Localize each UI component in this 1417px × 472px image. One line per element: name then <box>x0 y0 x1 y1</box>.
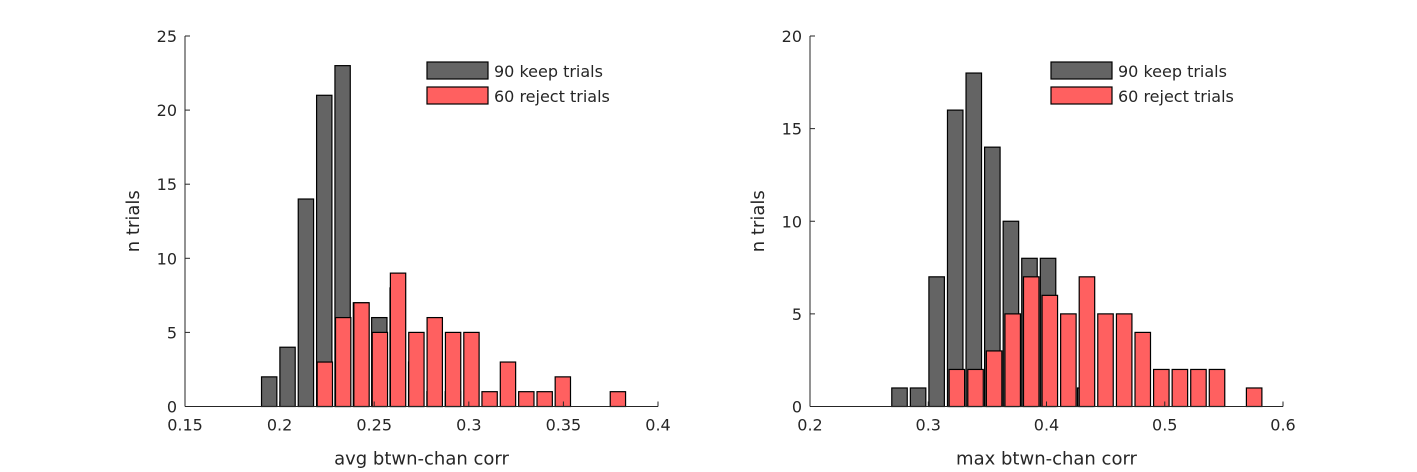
x-tick-label: 0.2 <box>797 416 822 435</box>
y-tick-label: 10 <box>157 249 177 268</box>
x-axis-label: max btwn-chan corr <box>956 449 1138 470</box>
bar <box>946 109 964 408</box>
bar <box>353 302 370 408</box>
bar <box>1097 313 1114 408</box>
legend-swatch <box>1050 86 1113 105</box>
legend-label: 60 reject trials <box>494 87 610 106</box>
x-tick-label: 0.3 <box>916 416 941 435</box>
legend-label: 60 reject trials <box>1118 87 1234 106</box>
histogram-avg-corr: 0.15 0.2 0.25 0.3 0.35 0.4 0 5 10 15 20 25 avg btwn-… <box>123 27 671 470</box>
bar <box>1171 368 1189 408</box>
bar <box>985 350 1003 408</box>
bar <box>408 331 425 408</box>
bar <box>389 272 407 408</box>
bar <box>1115 313 1133 408</box>
bar <box>1208 368 1226 408</box>
y-tick-label: 5 <box>167 323 177 342</box>
y-tick-label: 0 <box>792 398 802 417</box>
bar <box>1078 276 1096 408</box>
legend-label: 90 keep trials <box>1118 62 1227 81</box>
bar <box>279 346 296 408</box>
histogram-max-corr: 0.2 0.3 0.4 0.5 0.6 0 5 10 15 20 max btwn-chan cor… <box>748 27 1296 470</box>
bar <box>536 391 553 408</box>
x-tick-label: 0.3 <box>456 416 481 435</box>
bar <box>260 376 278 408</box>
legend-swatch <box>426 86 489 105</box>
bar <box>967 368 984 408</box>
bar <box>481 391 498 408</box>
bar <box>1041 294 1059 408</box>
x-tick-label: 0.35 <box>546 416 582 435</box>
x-tick-label: 0.15 <box>167 416 203 435</box>
bar <box>1152 368 1170 408</box>
y-axis-label: n trials <box>123 190 144 252</box>
x-axis-label: avg btwn-chan corr <box>334 449 509 470</box>
bar <box>426 316 444 408</box>
x-tick-label: 0.6 <box>1270 416 1295 435</box>
bar <box>316 361 334 408</box>
bar <box>891 387 908 408</box>
x-tick-label: 0.25 <box>356 416 392 435</box>
bar <box>1060 313 1077 408</box>
bar <box>463 331 480 408</box>
x-tick-label: 0.4 <box>1034 416 1059 435</box>
y-tick-label: 5 <box>792 305 802 324</box>
y-tick-label: 15 <box>157 175 177 194</box>
bar <box>315 94 333 408</box>
bar <box>444 331 462 408</box>
y-tick-label: 10 <box>782 212 802 231</box>
x-tick-label: 0.5 <box>1152 416 1177 435</box>
bar <box>518 391 535 408</box>
bar <box>928 276 945 408</box>
y-tick-label: 25 <box>157 27 177 46</box>
y-axis-label: n trials <box>748 190 769 252</box>
legend-swatch <box>1050 61 1113 80</box>
y-tick-label: 20 <box>157 101 177 120</box>
bar <box>499 361 517 408</box>
bar <box>609 391 627 408</box>
bar <box>371 331 389 408</box>
y-tick-label: 0 <box>167 398 177 417</box>
legend-label: 90 keep trials <box>494 62 603 81</box>
bar <box>1004 313 1022 408</box>
bar <box>1134 331 1152 408</box>
bar <box>1245 387 1263 408</box>
y-tick-label: 20 <box>782 27 802 46</box>
x-tick-label: 0.4 <box>645 416 670 435</box>
bar <box>1022 276 1040 408</box>
bar <box>909 387 927 408</box>
bar <box>554 376 572 408</box>
bar <box>1190 368 1207 408</box>
y-tick-label: 15 <box>782 120 802 139</box>
x-tick-label: 0.2 <box>267 416 292 435</box>
bar <box>948 368 966 408</box>
bar <box>334 316 352 408</box>
bar <box>965 72 983 408</box>
legend-swatch <box>426 61 489 80</box>
bar <box>297 198 315 408</box>
